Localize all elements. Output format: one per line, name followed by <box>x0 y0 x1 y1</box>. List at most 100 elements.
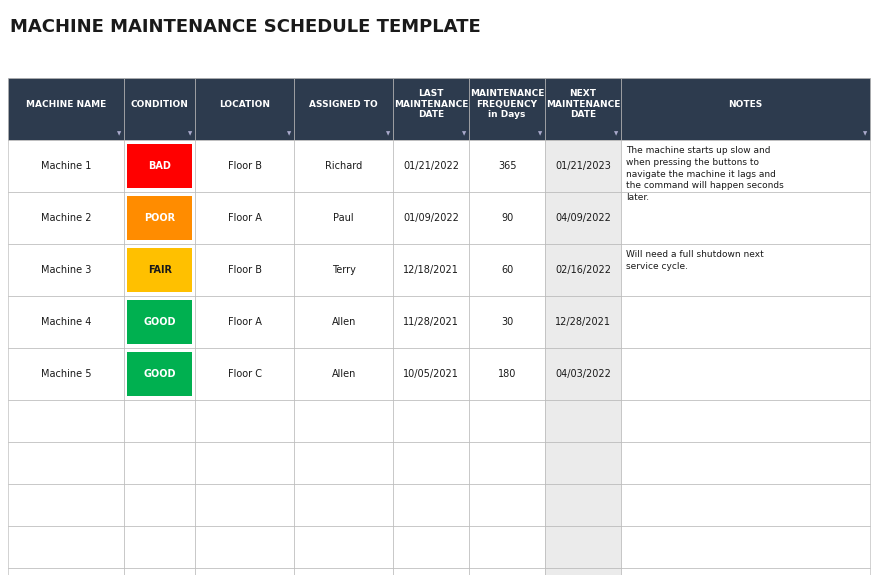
Bar <box>8 348 125 400</box>
Bar <box>393 442 468 484</box>
Bar <box>620 442 869 484</box>
Text: Machine 5: Machine 5 <box>41 369 91 379</box>
Bar <box>393 568 468 575</box>
Bar <box>125 244 195 296</box>
Bar <box>294 484 393 526</box>
Bar <box>294 442 393 484</box>
Bar <box>294 348 393 400</box>
Text: 12/18/2021: 12/18/2021 <box>403 265 459 275</box>
Bar <box>125 484 195 526</box>
Bar <box>195 140 294 192</box>
Bar <box>468 140 545 192</box>
Text: LAST
MAINTENANCE
DATE: LAST MAINTENANCE DATE <box>394 89 468 119</box>
Text: 01/09/2022: 01/09/2022 <box>403 213 459 223</box>
Bar <box>125 526 195 568</box>
Text: 12/28/2021: 12/28/2021 <box>554 317 610 327</box>
Text: 01/21/2022: 01/21/2022 <box>403 161 459 171</box>
Text: Floor B: Floor B <box>227 161 261 171</box>
Bar <box>127 248 192 292</box>
Text: Machine 4: Machine 4 <box>41 317 91 327</box>
Bar <box>125 442 195 484</box>
Text: MACHINE NAME: MACHINE NAME <box>26 99 106 109</box>
Text: 365: 365 <box>497 161 516 171</box>
Text: ▼: ▼ <box>862 131 866 136</box>
Text: POOR: POOR <box>144 213 175 223</box>
Bar <box>125 296 195 348</box>
Bar <box>8 526 125 568</box>
Text: ▼: ▼ <box>188 131 192 136</box>
Bar <box>468 244 545 296</box>
Bar <box>294 568 393 575</box>
Bar <box>195 568 294 575</box>
Bar <box>127 196 192 240</box>
Bar <box>545 442 620 484</box>
Text: Machine 2: Machine 2 <box>41 213 91 223</box>
Bar <box>545 568 620 575</box>
Text: Machine 3: Machine 3 <box>41 265 91 275</box>
Bar <box>125 192 195 244</box>
Text: 60: 60 <box>501 265 513 275</box>
Text: 02/16/2022: 02/16/2022 <box>554 265 610 275</box>
Text: LOCATION: LOCATION <box>219 99 270 109</box>
Bar <box>545 526 620 568</box>
Text: Floor B: Floor B <box>227 265 261 275</box>
Text: FAIR: FAIR <box>147 265 172 275</box>
Bar <box>294 140 393 192</box>
Text: Terry: Terry <box>332 265 355 275</box>
Text: 30: 30 <box>501 317 513 327</box>
Text: BAD: BAD <box>148 161 171 171</box>
Bar <box>294 296 393 348</box>
Bar <box>195 348 294 400</box>
Bar <box>393 400 468 442</box>
Text: GOOD: GOOD <box>143 317 175 327</box>
Bar <box>127 352 192 396</box>
Text: 01/21/2023: 01/21/2023 <box>554 161 610 171</box>
Bar <box>8 442 125 484</box>
Bar <box>195 296 294 348</box>
Bar <box>545 78 620 140</box>
Bar <box>8 78 125 140</box>
Text: ▼: ▼ <box>613 131 617 136</box>
Bar <box>125 568 195 575</box>
Bar <box>393 140 468 192</box>
Bar <box>468 192 545 244</box>
Text: ▼: ▼ <box>117 131 121 136</box>
Bar <box>545 296 620 348</box>
Text: GOOD: GOOD <box>143 369 175 379</box>
Bar <box>393 78 468 140</box>
Bar <box>545 400 620 442</box>
Text: ▼: ▼ <box>461 131 466 136</box>
Text: ▼: ▼ <box>386 131 390 136</box>
Bar <box>468 526 545 568</box>
Bar <box>545 192 620 244</box>
Text: Allen: Allen <box>332 317 355 327</box>
Bar <box>393 192 468 244</box>
Bar <box>620 140 869 192</box>
Text: Floor A: Floor A <box>227 213 261 223</box>
Bar <box>8 400 125 442</box>
Bar <box>468 568 545 575</box>
Bar <box>545 140 620 192</box>
Bar <box>195 400 294 442</box>
Bar <box>620 244 869 296</box>
Bar <box>620 296 869 348</box>
Bar <box>195 442 294 484</box>
Bar <box>195 192 294 244</box>
Bar <box>468 442 545 484</box>
Bar <box>545 484 620 526</box>
Bar <box>468 348 545 400</box>
Text: Floor A: Floor A <box>227 317 261 327</box>
Bar <box>620 568 869 575</box>
Bar <box>620 348 869 400</box>
Bar <box>545 348 620 400</box>
Text: ▼: ▼ <box>287 131 291 136</box>
Bar <box>127 144 192 188</box>
Text: ASSIGNED TO: ASSIGNED TO <box>309 99 378 109</box>
Bar <box>545 244 620 296</box>
Bar <box>294 78 393 140</box>
Bar <box>125 348 195 400</box>
Text: 10/05/2021: 10/05/2021 <box>403 369 459 379</box>
Bar <box>620 526 869 568</box>
Bar <box>125 78 195 140</box>
Text: 04/09/2022: 04/09/2022 <box>554 213 610 223</box>
